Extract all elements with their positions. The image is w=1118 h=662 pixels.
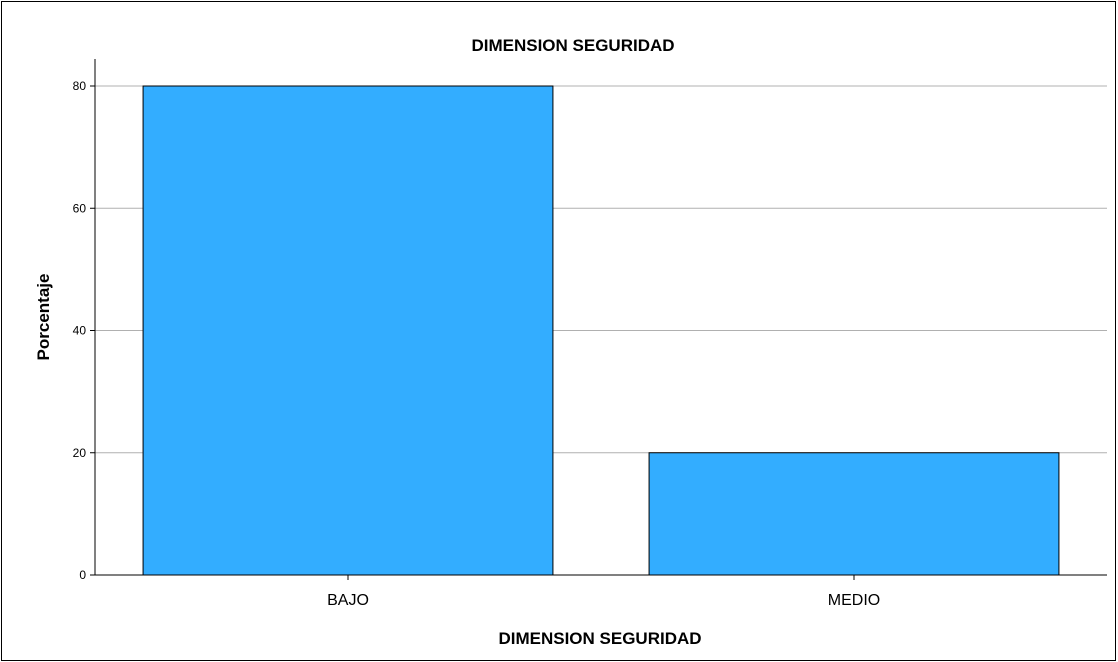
chart-title: DIMENSION SEGURIDAD [471,36,674,55]
y-axis-label: Porcentaje [34,274,53,361]
tick-labels: 0 20 40 60 80 BAJO MEDIO [73,79,881,609]
x-category-label: BAJO [327,592,369,609]
bar-bajo [142,85,554,576]
y-tick-label: 0 [79,568,86,582]
y-tick-label: 20 [73,446,87,460]
y-tick-label: 40 [73,324,87,338]
axes [90,59,1107,580]
x-category-label: MEDIO [828,592,880,609]
x-axis-label: DIMENSION SEGURIDAD [498,629,701,648]
bar-medio [648,452,1060,576]
y-tick-label: 80 [73,79,87,93]
y-tick-label: 60 [73,201,87,215]
